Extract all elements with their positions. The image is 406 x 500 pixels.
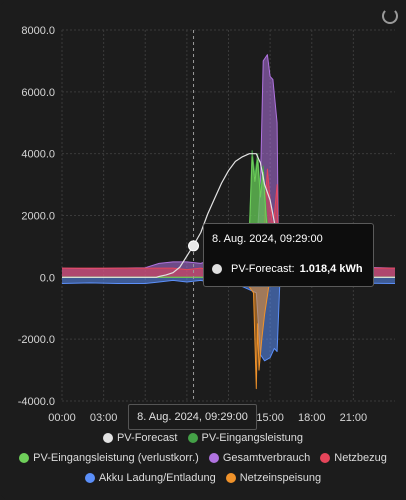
legend-color-dot [102,433,113,443]
legend-label: Akku Ladung/Entladung [98,472,216,484]
chart-tooltip: 8. Aug. 2024, 09:29:00 PV-Forecast: 1.01… [203,223,374,287]
y-tick-label: -4000.0 [18,396,55,408]
legend-color-dot [320,453,331,463]
legend-label: Netzbezug [334,452,387,464]
legend-item[interactable]: Netzeinspeisung [225,472,322,484]
legend-color-dot [187,433,198,443]
legend-label: Netzeinspeisung [239,472,322,484]
legend-item[interactable]: PV-Eingangsleistung (verlustkorr.) [19,452,199,464]
legend-item[interactable]: Gesamtverbrauch [208,452,311,464]
tooltip-value: 1.018,4 kWh [299,263,363,275]
refresh-icon[interactable] [382,8,398,24]
legend-item[interactable]: Akku Ladung/Entladung [84,472,216,484]
y-tick-label: 4000.0 [21,149,55,161]
legend-color-dot [19,453,30,463]
chart-legend: PV-Forecast PV-Eingangsleistung PV-Eingang… [0,428,406,488]
tooltip-title: 8. Aug. 2024, 09:29:00 [212,233,323,245]
axis-pointer-label: 8. Aug. 2024, 09:29:00 [128,404,257,430]
y-tick-label: -2000.0 [18,334,55,346]
y-tick-label: 8000.0 [21,25,55,37]
legend-label: Gesamtverbrauch [222,452,311,464]
legend-color-dot [225,473,236,483]
legend-row: Akku Ladung/Entladung Netzeinspeisung [0,468,406,488]
legend-item[interactable]: Netzbezug [320,452,387,464]
legend-label: PV-Eingangsleistung [201,432,304,444]
y-tick-label: 2000.0 [21,211,55,223]
energy-chart[interactable]: 8000.0 6000.0 4000.0 2000.0 0.0 -2000.0 -4000.… [0,0,406,430]
legend-item[interactable]: PV-Eingangsleistung [187,432,304,444]
series-line [62,276,395,390]
series-line [61,279,396,362]
legend-color-dot [84,473,95,483]
legend-item[interactable]: PV-Forecast [102,432,178,444]
tooltip-series-name: PV-Forecast: [231,263,295,275]
x-tick-label: 18:00 [298,412,326,424]
legend-row: PV-Forecast PV-Eingangsleistung [0,428,406,448]
x-tick-label: 21:00 [340,412,368,424]
legend-label: PV-Eingangsleistung (verlustkorr.) [33,452,199,464]
tooltip-series-dot [212,264,222,274]
x-tick-label: 03:00 [90,412,118,424]
tooltip-row: PV-Forecast: 1.018,4 kWh [212,263,363,275]
legend-label: PV-Forecast [116,432,178,444]
y-tick-label: 0.0 [40,272,55,284]
legend-row: PV-Eingangsleistung (verlustkorr.) Gesamt… [0,448,406,468]
legend-color-dot [208,453,219,463]
y-tick-label: 6000.0 [21,87,55,99]
x-tick-label: 00:00 [48,412,76,424]
x-tick-label: 15:00 [256,412,284,424]
tooltip-point-marker [188,240,200,252]
